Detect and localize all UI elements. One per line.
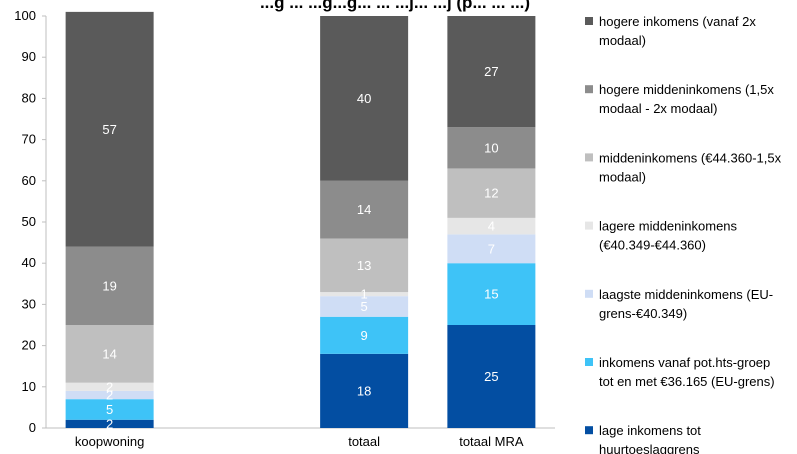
legend-label: modaal - 2x modaal): [599, 101, 718, 116]
data-label: 2: [106, 379, 113, 394]
data-label: 14: [102, 346, 116, 361]
data-label: 2: [106, 416, 113, 431]
data-label: 5: [361, 299, 368, 314]
legend-label: (€40.349-€44.360): [599, 238, 706, 253]
legend-label: grens-€40.349): [599, 306, 687, 321]
legend-swatch: [585, 153, 593, 162]
y-tick-label: 90: [22, 49, 36, 64]
data-label: 27: [484, 64, 498, 79]
data-label: 10: [484, 140, 498, 155]
bar-segment: [320, 316, 409, 354]
legend-swatch: [585, 85, 593, 94]
bar-segment: [447, 325, 536, 428]
data-label: 15: [484, 287, 498, 302]
legend-label: modaal): [599, 169, 646, 184]
data-label: 57: [102, 122, 116, 137]
data-label: 13: [357, 258, 371, 273]
data-label: 2: [106, 388, 113, 403]
bar-segment: [447, 217, 536, 235]
legend-label: inkomens vanaf pot.hts-groep: [599, 355, 770, 370]
y-tick-label: 30: [22, 296, 36, 311]
x-category-label: totaal MRA: [459, 434, 524, 449]
bar-segment: [65, 419, 154, 428]
legend-swatch: [585, 289, 593, 298]
legend-label: laagste middeninkomens (EU-: [599, 287, 773, 302]
bar-segment: [65, 325, 154, 383]
data-label: 7: [488, 241, 495, 256]
bar-segment: [447, 16, 536, 128]
y-tick-label: 50: [22, 214, 36, 229]
data-label: 5: [106, 402, 113, 417]
bar-segment: [320, 292, 409, 297]
data-label: 40: [357, 91, 371, 106]
x-category-label: totaal: [348, 434, 380, 449]
legend-label: lage inkomens tot: [599, 423, 701, 438]
data-label: 12: [484, 186, 498, 201]
legend-label: modaal): [599, 33, 646, 48]
legend-label: hogere inkomens (vanaf 2x: [599, 14, 756, 29]
data-label: 1: [361, 287, 368, 302]
chart-title: ...g ... ...g...g... ... ...j... ...j (p…: [260, 0, 530, 12]
bar-segment: [320, 296, 409, 317]
legend-label: lagere middeninkomens: [599, 219, 738, 234]
y-tick-label: 0: [29, 420, 36, 435]
bar-segment: [65, 246, 154, 325]
bar-segment: [65, 11, 154, 247]
y-tick-label: 100: [14, 8, 36, 23]
y-tick-label: 70: [22, 132, 36, 147]
bar-segment: [447, 127, 536, 169]
data-label: 14: [357, 202, 371, 217]
data-label: 19: [102, 278, 116, 293]
data-label: 18: [357, 383, 371, 398]
x-category-label: koopwoning: [75, 434, 144, 449]
y-tick-label: 10: [22, 379, 36, 394]
bar-segment: [447, 168, 536, 218]
bar-segment: [320, 353, 409, 428]
bar-segment: [65, 399, 154, 420]
y-tick-label: 80: [22, 90, 36, 105]
legend-label: huurtoeslaggrens: [599, 442, 700, 454]
bar-segment: [320, 238, 409, 293]
legend-swatch: [585, 221, 593, 230]
data-label: 25: [484, 369, 498, 384]
bar-segment: [65, 390, 154, 400]
y-tick-label: 20: [22, 338, 36, 353]
bar-segment: [447, 234, 536, 264]
bar-segment: [320, 16, 409, 181]
data-label: 4: [488, 219, 495, 234]
legend-swatch: [585, 358, 593, 366]
legend-swatch: [585, 426, 593, 435]
y-tick-label: 60: [22, 173, 36, 188]
legend-swatch: [585, 17, 593, 25]
y-tick-label: 40: [22, 255, 36, 270]
legend-label: tot en met €36.165 (EU-grens): [599, 374, 775, 389]
legend-label: middeninkomens (€44.360-1,5x: [599, 150, 782, 165]
bar-segment: [65, 382, 154, 391]
bar-segment: [447, 263, 536, 325]
data-label: 9: [361, 328, 368, 343]
bar-segment: [320, 180, 409, 239]
legend-label: hogere middeninkomens (1,5x: [599, 82, 774, 97]
